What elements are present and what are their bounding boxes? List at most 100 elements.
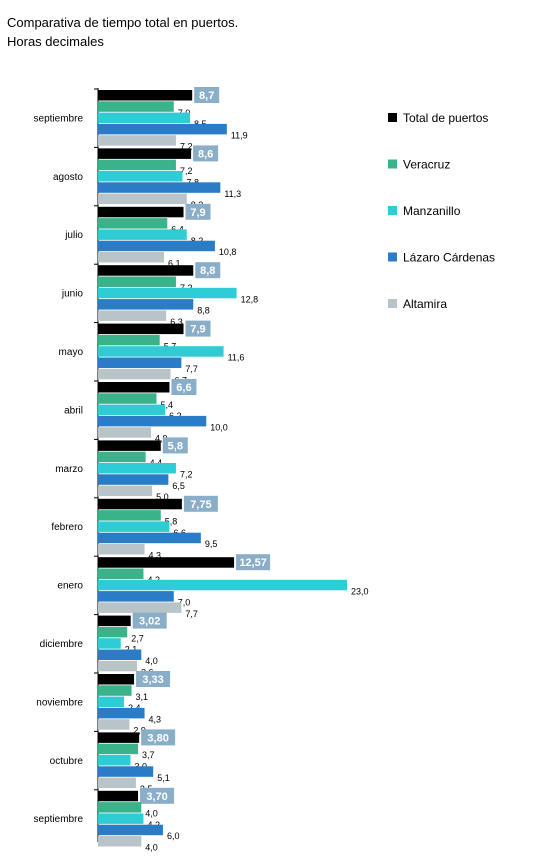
data-label: 10,0 [210, 422, 228, 432]
data-label-box [171, 379, 197, 395]
bar [98, 368, 171, 380]
bar [98, 568, 144, 579]
bar [98, 451, 146, 463]
bar [98, 685, 132, 696]
data-label: 5,4 [160, 400, 173, 410]
data-label: 6,5 [172, 481, 185, 491]
data-label: 8,8 [197, 306, 210, 316]
bar [98, 346, 224, 357]
data-label: 5,8 [168, 440, 183, 452]
data-label: 5,1 [157, 773, 170, 783]
chart-subtitle: Horas decimales [7, 34, 104, 49]
data-label: 8,8 [200, 265, 215, 277]
data-label: 4,3 [149, 714, 162, 724]
bar [98, 218, 168, 229]
data-label-box [141, 729, 176, 746]
category-label: enero [57, 581, 83, 592]
legend-entry: Lázaro Cárdenas [403, 251, 495, 265]
data-label: 7,9 [190, 207, 205, 219]
data-label: 7,7 [185, 364, 198, 374]
data-label: 3,7 [142, 750, 155, 760]
bar [98, 310, 167, 321]
data-label: 10,8 [219, 247, 237, 257]
data-label: 12,8 [241, 294, 259, 304]
chart-title-block: Comparativa de tiempo total en puertos. … [7, 13, 238, 51]
bar [98, 240, 215, 252]
bar [98, 287, 237, 299]
bar [98, 602, 182, 613]
data-label: 3,33 [142, 674, 163, 686]
data-label: 7,7 [185, 609, 198, 619]
bar [98, 90, 193, 101]
data-label: 6,6 [176, 382, 191, 394]
data-label: 7,2 [180, 470, 193, 480]
data-label: 8,6 [198, 148, 213, 160]
data-label: 4,0 [145, 656, 158, 666]
bar [98, 790, 139, 802]
data-label-box [195, 262, 221, 279]
bar [98, 660, 137, 672]
data-label: 9,5 [205, 539, 218, 549]
data-label: 7,2 [180, 142, 193, 152]
bar [98, 638, 121, 649]
data-label-box [136, 671, 171, 687]
data-label: 2,9 [133, 726, 146, 736]
bar [98, 813, 144, 824]
bar [98, 440, 161, 451]
bar [98, 171, 183, 182]
data-label: 5,8 [165, 517, 178, 527]
bar [98, 836, 142, 847]
category-label: septiembre [34, 814, 84, 825]
category-label: julio [64, 230, 83, 241]
data-label: 6,0 [167, 831, 180, 841]
data-label: 11,9 [231, 130, 248, 140]
bar [98, 404, 166, 416]
data-label: 11,6 [228, 353, 245, 363]
data-label: 2,7 [131, 633, 144, 643]
data-label: 11,3 [224, 189, 241, 199]
bar [98, 276, 176, 287]
bar [98, 148, 192, 159]
legend-entry: Veracruz [403, 158, 450, 172]
data-label-box [183, 495, 218, 512]
bar [98, 357, 182, 368]
bar [98, 777, 136, 789]
bar [98, 299, 194, 310]
bar [98, 579, 347, 591]
bar [98, 323, 184, 335]
bar [98, 707, 145, 719]
category-label: febrero [51, 522, 83, 533]
data-label: 23,0 [351, 586, 369, 596]
category-label: mayo [59, 347, 84, 358]
data-label-box [162, 437, 188, 454]
data-label: 4,3 [149, 551, 162, 561]
data-label: 3,1 [136, 692, 149, 702]
legend-swatch [388, 159, 397, 169]
category-label: noviembre [36, 697, 83, 708]
bar [98, 719, 130, 730]
bar [98, 626, 128, 638]
bar [98, 498, 182, 510]
bar [98, 427, 152, 438]
bar [98, 463, 176, 474]
data-label: 3,80 [147, 732, 168, 744]
data-label-box [194, 87, 220, 103]
bar [98, 415, 207, 427]
category-label: diciembre [40, 639, 84, 650]
bar [98, 532, 201, 544]
bar [98, 824, 163, 836]
data-label: 8,7 [199, 90, 214, 102]
chart-title: Comparativa de tiempo total en puertos. [7, 15, 239, 30]
bar [98, 135, 176, 146]
category-label: octubre [50, 756, 84, 767]
bar [98, 766, 154, 777]
data-label: 3,70 [146, 791, 167, 803]
data-label-box [236, 554, 271, 571]
bar [98, 615, 131, 627]
data-label-box [193, 145, 219, 162]
data-label: 6,1 [168, 259, 181, 269]
data-label: 12,57 [239, 557, 267, 569]
bar [98, 802, 142, 813]
bar [98, 591, 174, 602]
